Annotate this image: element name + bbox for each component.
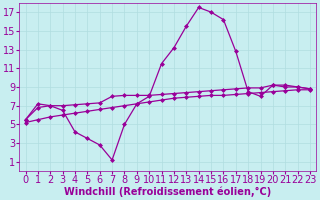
X-axis label: Windchill (Refroidissement éolien,°C): Windchill (Refroidissement éolien,°C) [64,187,271,197]
